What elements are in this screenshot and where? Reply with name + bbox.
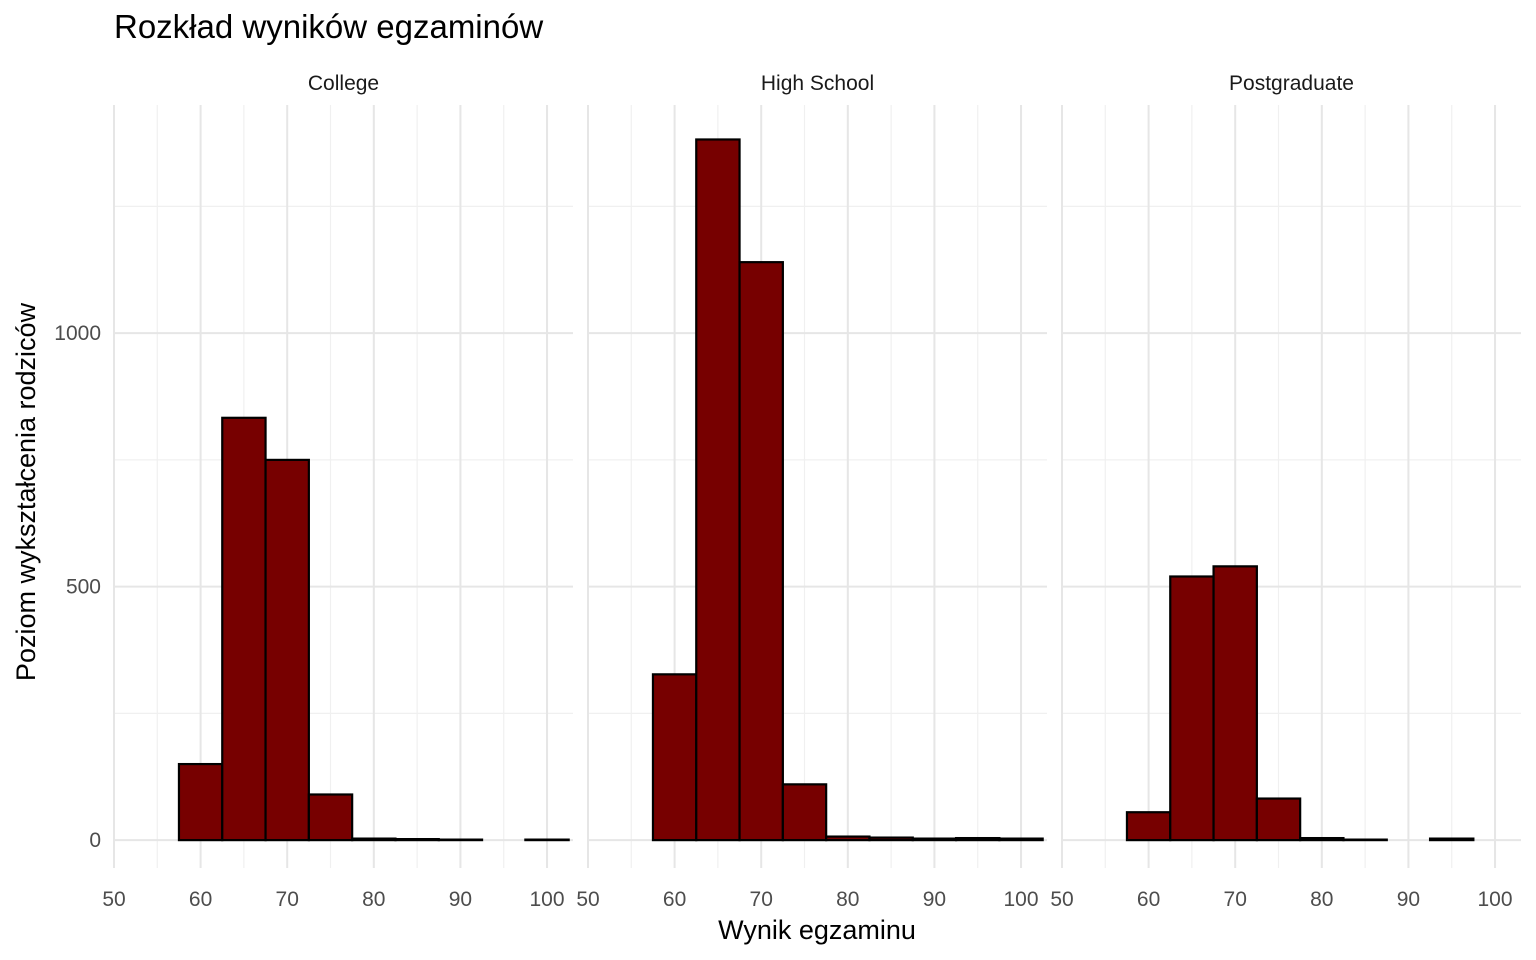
x-tick-label-90: 90 [1397, 888, 1420, 911]
x-tick-label-50: 50 [102, 888, 125, 911]
bar-60 [1125, 811, 1172, 842]
y-axis-title: Poziom wykształcenia rodziców [11, 302, 41, 681]
panel-strip-label: Postgraduate [1229, 72, 1354, 95]
bar-100 [524, 838, 570, 842]
bar-85 [1342, 838, 1388, 842]
x-axis-title: Wynik egzaminu [718, 915, 916, 945]
y-tick-label-500: 500 [66, 576, 101, 599]
plot-title: Rozkład wyników egzaminów [114, 8, 543, 45]
bar-95 [954, 836, 1001, 842]
panel-strip-label: High School [761, 72, 874, 95]
x-tick-label-80: 80 [362, 888, 385, 911]
bar-75 [1255, 797, 1302, 842]
x-tick-label-60: 60 [1137, 888, 1160, 911]
y-tick-label-0: 0 [89, 829, 101, 852]
bar-75 [307, 793, 354, 842]
x-tick-label-60: 60 [189, 888, 212, 911]
bar-80 [351, 837, 397, 842]
bar-100 [998, 837, 1044, 842]
panel-strip-label: College [308, 72, 379, 95]
x-tick-label-50: 50 [576, 888, 599, 911]
bar-80 [1299, 836, 1345, 842]
panel-high-school: High School 50 60 70 80 90 100 [576, 72, 1047, 911]
x-tick-label-80: 80 [836, 888, 859, 911]
bar-60 [177, 762, 224, 842]
x-tick-label-50: 50 [1050, 888, 1073, 911]
x-tick-label-100: 100 [1477, 888, 1512, 911]
x-tick-label-90: 90 [923, 888, 946, 911]
bar-90 [437, 838, 484, 842]
bar-80 [825, 835, 871, 842]
panel-postgraduate: Postgraduate 50 60 70 80 90 100 [1050, 72, 1521, 911]
bar-70 [264, 458, 310, 842]
x-tick-label-70: 70 [1224, 888, 1247, 911]
bar-85 [394, 838, 440, 842]
bar-60 [651, 673, 698, 842]
x-tick-label-100: 100 [529, 888, 564, 911]
bar-95 [1428, 837, 1475, 842]
bar-75 [781, 783, 828, 842]
x-tick-label-80: 80 [1310, 888, 1333, 911]
bar-70 [1212, 565, 1258, 842]
bar-65 [221, 416, 267, 842]
x-tick-label-60: 60 [663, 888, 686, 911]
bar-65 [695, 138, 741, 842]
x-tick-label-100: 100 [1003, 888, 1038, 911]
bar-85 [868, 836, 914, 842]
x-tick-label-70: 70 [276, 888, 299, 911]
bar-70 [738, 261, 784, 842]
x-tick-label-90: 90 [449, 888, 472, 911]
x-tick-label-70: 70 [750, 888, 773, 911]
bar-90 [911, 837, 958, 842]
y-tick-label-1000: 1000 [54, 322, 101, 345]
bar-65 [1169, 575, 1215, 842]
